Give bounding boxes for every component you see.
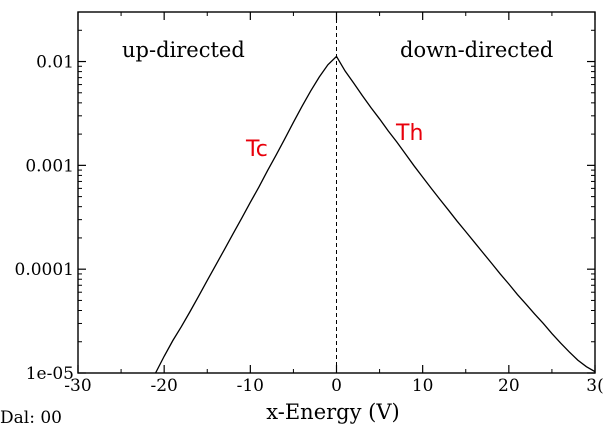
x-tick-label: 10 — [412, 376, 434, 396]
y-tick-label: 0.0001 — [15, 260, 74, 280]
right-curve-label: Th — [395, 121, 423, 146]
y-tick-label: 0.01 — [36, 53, 74, 73]
x-tick-label: 3( — [586, 376, 603, 396]
series-line — [154, 55, 595, 373]
x-tick-label: 0 — [331, 376, 342, 396]
x-tick-label: -30 — [64, 376, 91, 396]
x-tick-label: 20 — [498, 376, 520, 396]
x-axis-title: x-Energy (V) — [266, 400, 399, 424]
x-tick-label: -20 — [150, 376, 177, 396]
plot-frame — [77, 11, 596, 374]
y-tick-label: 0.001 — [25, 156, 74, 176]
y-tick-label: 1e-05 — [26, 364, 74, 384]
right-region-label: down-directed — [400, 38, 553, 62]
corner-label: Dal: 00 — [0, 408, 62, 425]
left-curve-label: Tc — [245, 137, 268, 162]
x-tick-label: -10 — [237, 376, 264, 396]
left-region-label: up-directed — [122, 38, 245, 62]
